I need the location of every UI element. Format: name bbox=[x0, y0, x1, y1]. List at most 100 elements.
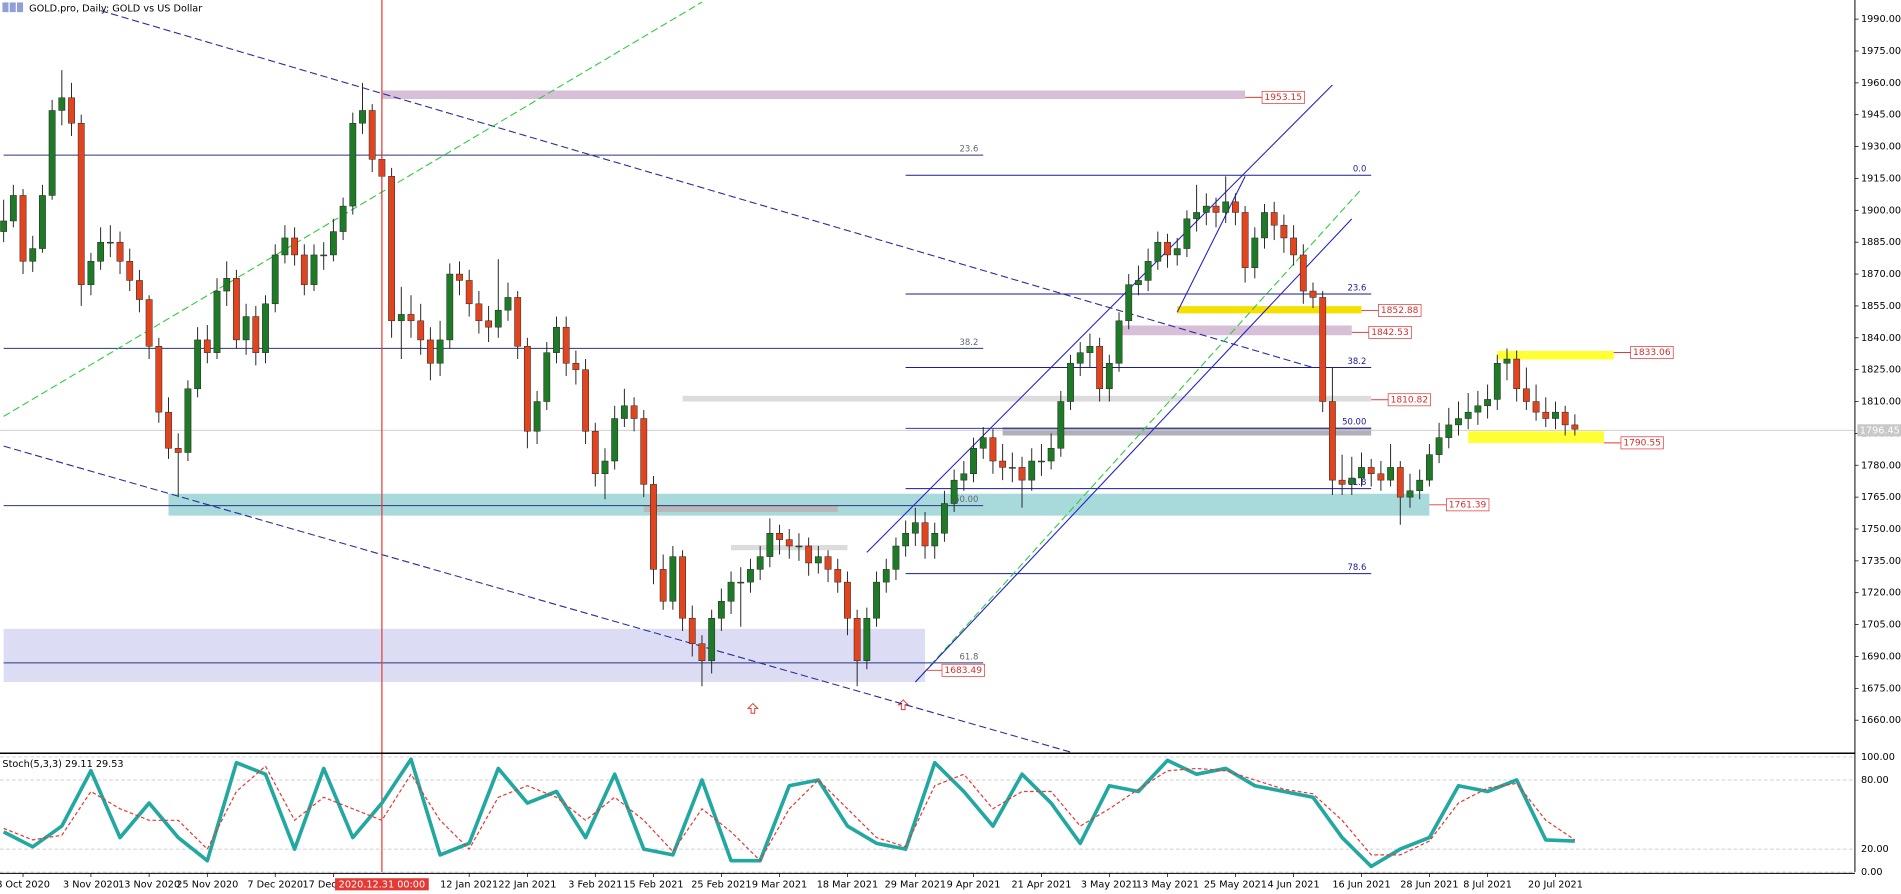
candle-body bbox=[853, 617, 861, 661]
candle-body bbox=[1299, 254, 1307, 292]
candle-body bbox=[1008, 467, 1016, 469]
candle-body bbox=[281, 237, 289, 256]
x-tick-label: 22 Jan 2021 bbox=[498, 879, 556, 890]
candle-body bbox=[1135, 280, 1142, 285]
candle-body bbox=[485, 320, 492, 328]
x-tick-label: 8 Jul 2021 bbox=[1463, 879, 1512, 890]
candle-body bbox=[1028, 460, 1036, 481]
candle-body bbox=[39, 195, 46, 249]
y-tick-label: 0.00 bbox=[1861, 867, 1883, 878]
candle-body bbox=[349, 122, 357, 207]
x-tick-label: 4 Jun 2021 bbox=[1268, 879, 1320, 890]
candle-body bbox=[892, 545, 900, 570]
candle-body bbox=[1377, 473, 1385, 481]
y-tick-label: 80.00 bbox=[1861, 775, 1889, 786]
y-tick-label: 1900.00 bbox=[1861, 205, 1901, 216]
candle-body bbox=[1251, 237, 1259, 268]
candle-body bbox=[1270, 212, 1278, 226]
candle-body bbox=[106, 241, 114, 244]
fib-label: 38.2 bbox=[960, 337, 979, 347]
candle-body bbox=[417, 320, 425, 341]
candle-body bbox=[339, 205, 347, 232]
candle-body bbox=[844, 581, 851, 619]
candle-body bbox=[68, 97, 75, 124]
arrow-icon bbox=[897, 699, 910, 711]
zone bbox=[1468, 431, 1604, 443]
y-tick-label: 1735.00 bbox=[1861, 556, 1901, 567]
candle-body bbox=[1241, 212, 1249, 268]
zone bbox=[682, 395, 1372, 402]
candle-body bbox=[688, 617, 696, 644]
indicator-line bbox=[3, 765, 1576, 862]
candle-body bbox=[1513, 358, 1521, 390]
zone bbox=[168, 493, 1430, 516]
candle-body bbox=[698, 643, 706, 661]
price-label: 1852.88 bbox=[1381, 306, 1419, 316]
candle-body bbox=[756, 556, 764, 570]
x-tick-label: 13 Nov 2020 bbox=[118, 879, 180, 890]
candle-body bbox=[1261, 212, 1268, 239]
candle-body bbox=[1183, 218, 1191, 249]
candle-body bbox=[1105, 363, 1113, 390]
candle-body bbox=[659, 569, 667, 602]
candle-body bbox=[426, 339, 434, 364]
last-price-box bbox=[1857, 424, 1901, 437]
candle-body bbox=[1038, 460, 1045, 463]
x-tick-label: 20 Jul 2021 bbox=[1528, 879, 1583, 890]
price-label: 1810.82 bbox=[1391, 395, 1429, 405]
fib-label: 0.0 bbox=[1353, 164, 1366, 174]
candle-body bbox=[1125, 284, 1133, 322]
candle-body bbox=[834, 569, 842, 583]
candle-body bbox=[368, 110, 376, 160]
price-label-box bbox=[1620, 436, 1664, 450]
zone bbox=[1497, 350, 1614, 360]
candle-body bbox=[1455, 418, 1462, 426]
candle-body bbox=[1396, 467, 1404, 498]
candle-body bbox=[1202, 205, 1210, 213]
last-price-label: 1796.45 bbox=[1860, 425, 1900, 436]
y-tick-label: 1780.00 bbox=[1861, 460, 1901, 471]
candle-body bbox=[1571, 424, 1579, 430]
candle-body bbox=[388, 176, 395, 322]
candle-body bbox=[1348, 477, 1356, 485]
y-tick-label: 1840.00 bbox=[1861, 333, 1901, 344]
x-tick-label: 3 May 2021 bbox=[1081, 879, 1138, 890]
candle-body bbox=[446, 273, 454, 341]
candle-body bbox=[359, 110, 366, 124]
fib-label: 23.6 bbox=[1347, 282, 1366, 292]
fib-label: 23.6 bbox=[960, 144, 979, 154]
candle-body bbox=[494, 309, 502, 328]
candle-body bbox=[475, 303, 483, 322]
candle-body bbox=[320, 254, 328, 257]
y-tick-label: 20.00 bbox=[1861, 844, 1889, 855]
zone bbox=[1002, 427, 1372, 436]
candle-body bbox=[1561, 411, 1569, 426]
y-tick-label: 1885.00 bbox=[1861, 237, 1901, 248]
y-tick-label: 1990.00 bbox=[1861, 14, 1901, 25]
candle-body bbox=[562, 326, 570, 364]
candle-body bbox=[650, 484, 657, 570]
marker-label: 2020.12.31 00:00 bbox=[339, 879, 425, 890]
candle-body bbox=[717, 600, 725, 619]
candle-body bbox=[1329, 401, 1336, 481]
candle-body bbox=[747, 569, 754, 583]
candle-body bbox=[553, 326, 560, 353]
fib-label: 38.2 bbox=[1347, 356, 1366, 366]
candle-body bbox=[514, 297, 522, 347]
candle-body bbox=[776, 533, 783, 540]
y-tick-label: 1810.00 bbox=[1861, 397, 1901, 408]
candle-body bbox=[882, 569, 890, 583]
x-tick-label: 9 Mar 2021 bbox=[752, 879, 807, 890]
price-label: 1842.53 bbox=[1371, 328, 1409, 338]
indicator-line bbox=[2, 757, 1575, 869]
price-label: 1761.39 bbox=[1449, 500, 1487, 510]
x-tick-label: 25 Feb 2021 bbox=[691, 879, 751, 890]
candle-body bbox=[523, 346, 531, 432]
candle-body bbox=[1474, 405, 1482, 413]
candle-body bbox=[999, 460, 1007, 468]
candle-body bbox=[708, 617, 716, 661]
candle-body bbox=[679, 556, 686, 619]
price-label: 1833.06 bbox=[1633, 348, 1671, 358]
candle-body bbox=[1193, 212, 1201, 220]
